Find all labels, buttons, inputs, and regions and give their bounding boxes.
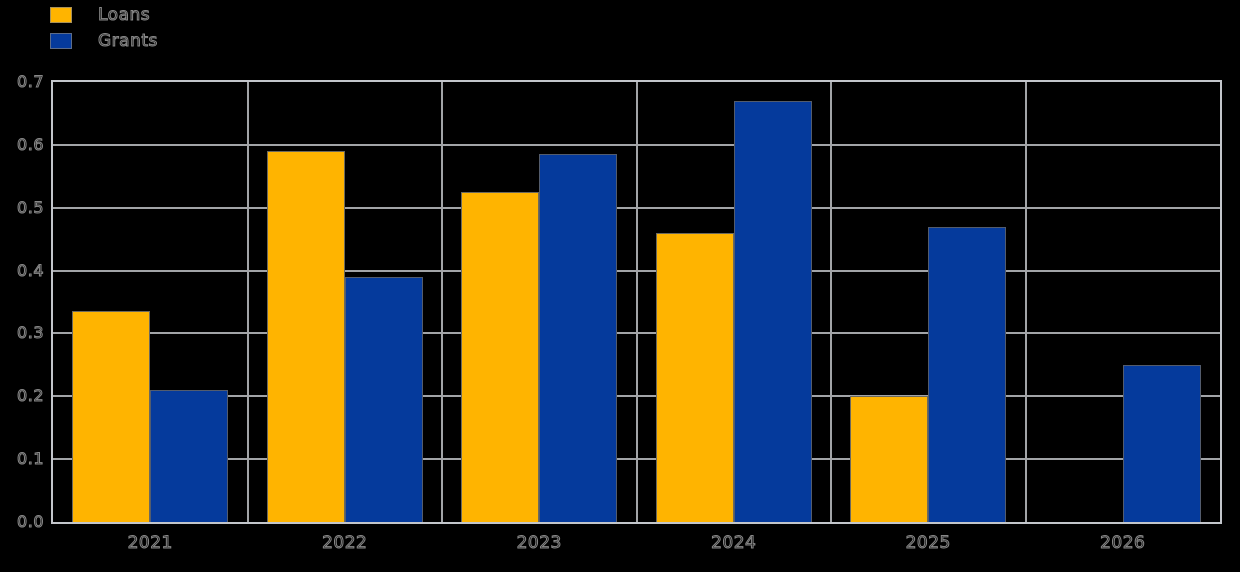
chart-legend: Loans Grants: [50, 4, 158, 51]
x-axis-tick-label: 2024: [711, 533, 757, 554]
legend-label-loans: Loans: [97, 4, 151, 25]
x-axis-tick-label: 2025: [905, 533, 951, 554]
bar-grants-2023: [539, 154, 618, 522]
y-axis-tick-label: 0.2: [17, 386, 44, 406]
bar-loans-2021: [72, 311, 151, 522]
x-gridline: [830, 82, 832, 522]
x-axis-tick-label: 2026: [1100, 533, 1146, 554]
y-axis-tick-label: 0.5: [17, 197, 44, 217]
x-gridline: [635, 82, 638, 522]
x-gridline: [441, 82, 443, 522]
legend-label-grants: Grants: [98, 30, 158, 51]
bar-loans-2022: [266, 151, 345, 522]
bar-grants-2024: [733, 101, 812, 522]
grants-color-swatch: [50, 32, 72, 49]
bar-grants-2026: [1122, 365, 1201, 522]
legend-item-loans: Loans: [50, 4, 158, 25]
bar-loans-2023: [461, 192, 540, 522]
plot-area: [51, 80, 1222, 524]
bar-loans-2024: [655, 233, 734, 522]
x-axis-tick-label: 2021: [127, 533, 173, 554]
x-gridline: [246, 82, 249, 522]
y-axis-tick-label: 0.1: [17, 449, 44, 469]
x-axis-tick-label: 2022: [322, 533, 368, 554]
y-axis-tick-label: 0.7: [17, 72, 44, 92]
y-axis-tick-label: 0.3: [17, 323, 44, 343]
y-axis-tick-label: 0.0: [17, 512, 44, 532]
bar-grants-2025: [928, 227, 1007, 522]
bar-grants-2022: [344, 277, 423, 522]
y-axis-tick-label: 0.4: [17, 260, 44, 280]
bar-loans-2025: [850, 396, 929, 522]
x-gridline: [1024, 82, 1027, 522]
bar-grants-2021: [150, 390, 229, 522]
x-axis-tick-label: 2023: [516, 533, 562, 554]
legend-item-grants: Grants: [50, 30, 158, 51]
y-axis-tick-label: 0.6: [17, 134, 44, 154]
loans-color-swatch: [50, 6, 72, 23]
